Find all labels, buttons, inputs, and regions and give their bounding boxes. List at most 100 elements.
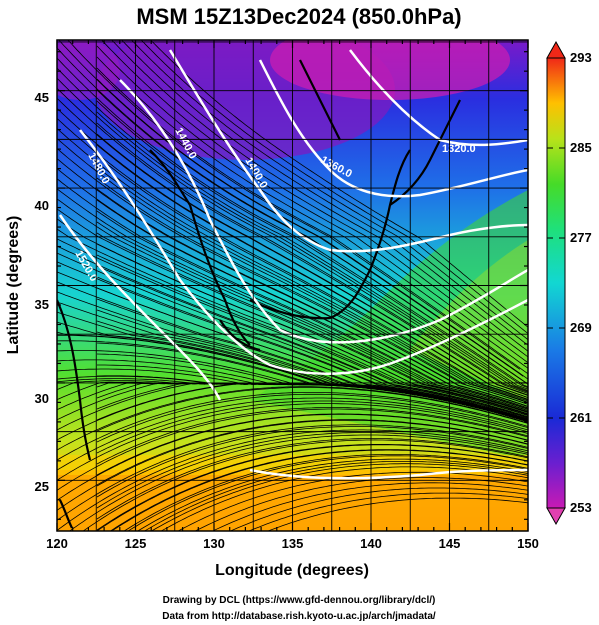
hokkaido-coast: [389, 99, 461, 206]
streamline: [96, 393, 528, 443]
streamline: [57, 77, 528, 392]
streamline: [127, 455, 528, 531]
colorbar-ticks: [547, 57, 565, 509]
colorbar-label: 269: [570, 320, 592, 335]
contour-label-1320: 1320.0: [442, 143, 476, 155]
colorbar-label: 285: [570, 140, 592, 155]
streamline: [96, 67, 528, 375]
x-tick-label: 140: [360, 536, 382, 551]
streamline: [96, 320, 528, 422]
streamline: [96, 265, 528, 418]
streamline: [96, 188, 528, 407]
streamline: [57, 392, 528, 461]
plot-area: 1320.0 1360.0 1400.0 1440.0 1480.0 1520.…: [57, 40, 528, 531]
contour-1400: [168, 49, 528, 253]
streamline: [96, 419, 528, 487]
colorbar-top-arrow: [546, 40, 566, 59]
streamline: [96, 45, 528, 364]
x-tick-label: 125: [125, 536, 147, 551]
streamline: [96, 254, 528, 416]
map-title: MSM 15Z13Dec2024 (850.0hPa): [136, 4, 461, 29]
streamline: [57, 403, 528, 481]
streamline: [266, 497, 528, 531]
x-tick-label: 135: [282, 536, 304, 551]
streamline: [140, 40, 528, 335]
streamline: [96, 210, 528, 410]
coastlines: [57, 59, 461, 529]
colorbar-label: 261: [570, 410, 592, 425]
sakhalin-coast: [299, 59, 341, 141]
height-contours: [58, 49, 528, 480]
streamline: [248, 492, 528, 531]
streamline: [96, 155, 528, 401]
contour-1480: [79, 129, 528, 375]
taiwan-coast: [59, 499, 73, 529]
streamline: [130, 40, 528, 341]
streamline: [57, 261, 528, 420]
streamline: [57, 429, 528, 531]
streamline: [111, 40, 528, 352]
streamline: [96, 100, 528, 389]
streamline: [96, 78, 528, 380]
x-axis-label: Longitude (degrees): [215, 562, 369, 579]
y-tick-label: 45: [35, 90, 49, 105]
streamline: [177, 471, 528, 531]
streamline: [96, 276, 528, 419]
streamline: [82, 439, 528, 531]
streamline: [150, 40, 528, 328]
manchuria-coast: [149, 149, 191, 206]
x-tick-labels: 120 125 130 135 140 145 150: [46, 536, 539, 551]
contour-1440: [119, 79, 528, 344]
japan-honshu-coast: [249, 149, 411, 320]
y-tick-label: 25: [35, 479, 49, 494]
streamline: [96, 432, 528, 509]
streamline: [96, 438, 528, 520]
streamline: [57, 127, 528, 402]
contour-1520: [58, 214, 222, 401]
streamline: [96, 232, 528, 413]
streamline: [109, 449, 528, 531]
kyushu-coast: [219, 319, 261, 352]
streamline: [96, 166, 528, 403]
streamline: [194, 477, 528, 531]
streamline: [96, 407, 528, 465]
china-coast: [57, 299, 92, 461]
credit-drawing: Drawing by DCL (https://www.gfd-dennou.o…: [163, 595, 436, 606]
y-tick-label: 40: [35, 198, 49, 213]
y-axis-label: Latitude (degrees): [5, 216, 22, 355]
colorbar: 293 285 277 269 261 253: [546, 40, 592, 526]
streamline: [96, 400, 528, 454]
streamline: [69, 434, 528, 531]
streamline: [57, 117, 528, 400]
streamline: [57, 419, 528, 511]
streamlines: [57, 40, 528, 531]
contour-1360: [258, 59, 528, 198]
contour-1320: [349, 49, 528, 147]
x-tick-label: 120: [46, 536, 68, 551]
tick-marks: [56, 40, 529, 531]
streamline: [57, 414, 528, 501]
streamline: [67, 40, 521, 370]
streamline: [96, 177, 528, 405]
colorbar-label: 253: [570, 500, 592, 515]
colorbar-bottom-arrow: [546, 507, 566, 526]
colorbar-label: 277: [570, 230, 592, 245]
streamline: [57, 87, 528, 394]
streamline: [96, 426, 528, 498]
korea-coast: [188, 204, 251, 346]
streamline: [57, 382, 528, 423]
streamline: [150, 463, 528, 531]
cold-core-northeast: [270, 40, 510, 100]
streamline: [143, 461, 528, 531]
streamline: [137, 458, 528, 531]
streamline: [96, 122, 528, 393]
y-tick-label: 35: [35, 297, 49, 312]
streamline: [96, 387, 528, 432]
streamline: [96, 287, 528, 421]
streamline: [57, 148, 528, 405]
streamline: [211, 482, 528, 531]
streamline: [96, 199, 528, 409]
x-tick-label: 150: [517, 536, 539, 551]
streamline: [57, 137, 528, 404]
